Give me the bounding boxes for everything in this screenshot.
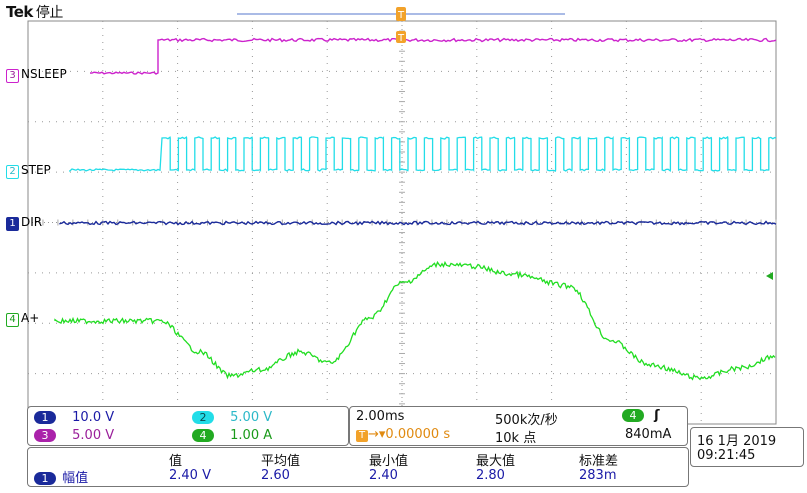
header-max: 最大值: [476, 454, 516, 469]
trigger-offset[interactable]: T →▾0.00000 s: [356, 427, 450, 442]
header-min: 最小值: [369, 454, 409, 469]
time: 09:21:45: [697, 448, 756, 463]
stat-stddev: 283m: [579, 468, 617, 483]
trigger-source: 4 ʃ: [622, 408, 660, 423]
acquisition-state: 停止: [35, 5, 64, 21]
ch1-scale-value: 10.0 V: [72, 410, 115, 425]
channel-number: 1: [6, 217, 19, 231]
ch2-scale[interactable]: 2 5.00 V: [192, 410, 272, 425]
stat-mean: 2.60: [261, 468, 290, 483]
trace-nsleep: [89, 37, 777, 75]
measurement-channel-chip: 1: [34, 472, 56, 485]
trace-a-plus: [54, 260, 776, 381]
ch1-scale[interactable]: 1 10.0 V: [34, 410, 114, 425]
ch4-scale-value: 1.00 A: [230, 428, 273, 443]
channel-label: STEP: [21, 163, 51, 177]
time-per-division: 2.00ms: [356, 409, 405, 424]
ch2-scale-value: 5.00 V: [230, 410, 273, 425]
trigger-channel-chip: 4: [622, 409, 644, 422]
brand-logo: Tek 停止: [6, 2, 63, 22]
ch1-chip: 1: [34, 411, 56, 424]
channel-marker-1[interactable]: 1 DIR: [6, 215, 43, 231]
trace-dir: [59, 220, 777, 226]
stat-max: 2.80: [476, 468, 505, 483]
stat-min: 2.40: [369, 468, 398, 483]
ch3-chip: 3: [34, 429, 56, 442]
svg-text:T: T: [397, 10, 405, 21]
ch4-scale[interactable]: 4 1.00 A: [192, 428, 272, 443]
ch3-scale[interactable]: 3 5.00 V: [34, 428, 114, 443]
trigger-level: 840mA: [625, 427, 672, 442]
trigger-level-icon: [766, 272, 773, 280]
channel-number: 2: [6, 165, 19, 179]
ch4-chip: 4: [192, 429, 214, 442]
channel-scale-panel[interactable]: 1 10.0 V 2 5.00 V 3 5.00 V 4 1.00 A: [27, 406, 349, 446]
header-mean: 平均值: [261, 454, 301, 469]
channel-marker-3[interactable]: 3 NSLEEP: [6, 67, 67, 83]
measurement-name: 幅值: [62, 471, 89, 486]
timebase-panel[interactable]: 2.00ms 500k次/秒 4 ʃ T →▾0.00000 s 10k 点 84…: [349, 406, 688, 446]
header-stddev: 标准差: [579, 454, 619, 469]
channel-label: A+: [21, 311, 40, 325]
trigger-arrow-icon: →▾: [368, 427, 386, 442]
stat-value: 2.40 V: [169, 468, 211, 483]
trigger-position-icon: T T: [237, 7, 565, 44]
waveform-traces: [54, 37, 777, 381]
ch2-chip: 2: [192, 411, 214, 424]
channel-label: DIR: [21, 215, 43, 229]
record-length: 10k 点: [495, 431, 537, 446]
measurement-panel[interactable]: 值 平均值 最小值 最大值 标准差 1 幅值 2.40 V 2.60 2.40 …: [27, 447, 689, 487]
channel-marker-2[interactable]: 2 STEP: [6, 163, 51, 179]
datetime-panel: 16 1月 2019 09:21:45: [690, 427, 804, 467]
channel-label: NSLEEP: [21, 67, 67, 81]
ch3-scale-value: 5.00 V: [72, 428, 115, 443]
rising-edge-icon: ʃ: [654, 408, 660, 423]
channel-number: 3: [6, 69, 19, 83]
trigger-t-icon: T: [356, 430, 368, 442]
brand-name: Tek: [6, 3, 33, 21]
channel-number: 4: [6, 313, 19, 327]
channel-marker-4[interactable]: 4 A+: [6, 311, 40, 327]
header-value: 值: [169, 454, 183, 469]
date: 16 1月 2019: [697, 434, 777, 449]
sample-rate: 500k次/秒: [495, 413, 558, 428]
trace-step: [69, 135, 777, 173]
svg-text:T: T: [397, 33, 405, 44]
trigger-offset-value: 0.00000 s: [385, 427, 451, 442]
measurement-source[interactable]: 1 幅值: [34, 467, 88, 486]
